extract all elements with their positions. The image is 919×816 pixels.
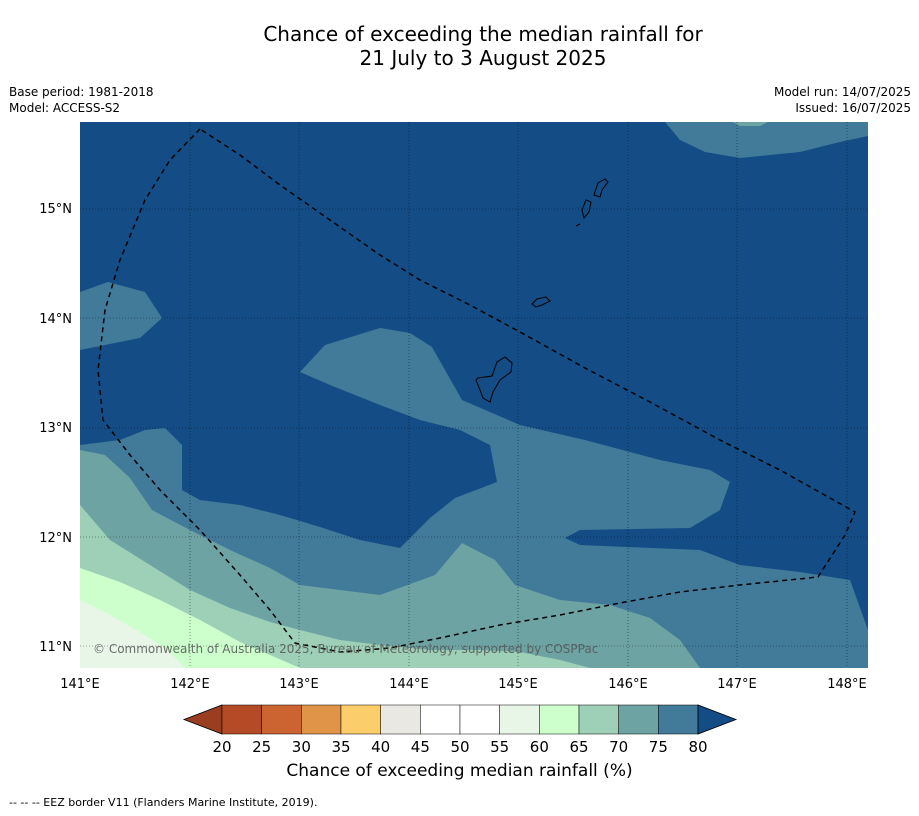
contour-55-60: [80, 600, 185, 668]
colorbar-segment: [340, 704, 381, 735]
colorbar-extend-low: [182, 704, 223, 735]
colorbar-segment: [578, 704, 619, 735]
lon-tick-label: 144°E: [389, 677, 429, 692]
colorbar-tick-label: 70: [609, 738, 628, 756]
colorbar-segment: [301, 704, 342, 735]
issued-text: Issued: 16/07/2025: [795, 101, 911, 115]
colorbar-tick-label: 25: [252, 738, 271, 756]
island-aguijan: [575, 223, 581, 227]
colorbar-tick-label: 45: [411, 738, 430, 756]
colorbar-segment: [380, 704, 421, 735]
lat-tick-label: 15°N: [39, 202, 72, 217]
colorbar-tick-label: 55: [490, 738, 509, 756]
colorbar-segment: [618, 704, 659, 735]
lon-tick-labels: 141°E 142°E 143°E 144°E 145°E 146°E 147°…: [60, 677, 867, 692]
base-period-text: Base period: 1981-2018: [9, 85, 154, 99]
lon-tick-label: 146°E: [608, 677, 648, 692]
island-tinian: [581, 199, 592, 220]
colorbar-label: Chance of exceeding median rainfall (%): [286, 761, 633, 781]
colorbar-segment: [539, 704, 580, 735]
colorbar-tick-label: 20: [212, 738, 231, 756]
footer-note: -- -- -- EEZ border V11 (Flanders Marine…: [9, 796, 318, 809]
meta-right: Model run: 14/07/2025 Issued: 16/07/2025: [774, 84, 911, 116]
contour-75-80-top: [665, 122, 868, 158]
colorbar-tick-label: 60: [530, 738, 549, 756]
model-run-text: Model run: 14/07/2025: [773, 85, 911, 99]
colorbar-segment: [499, 704, 540, 735]
colorbar-tick-label: 50: [450, 738, 469, 756]
eez-border: [97, 128, 856, 653]
colorbar-segment: [221, 704, 262, 735]
title-line-1: Chance of exceeding the median rainfall …: [263, 22, 703, 46]
chart-title: Chance of exceeding the median rainfall …: [0, 22, 919, 70]
lon-tick-label: 145°E: [498, 677, 538, 692]
colorbar-segment: [420, 704, 461, 735]
lat-tick-labels: 15°N 14°N 13°N 12°N 11°N: [39, 202, 72, 655]
contour-75-80-left: [80, 282, 162, 350]
model-text: Model: ACCESS-S2: [9, 101, 121, 115]
islands: [475, 178, 609, 403]
colorbar-tick-label: 30: [292, 738, 311, 756]
map-area: © Commonwealth of Australia 2025, Bureau…: [80, 122, 868, 668]
title-line-2: 21 July to 3 August 2025: [359, 46, 607, 70]
lon-tick-label: 142°E: [170, 677, 210, 692]
lon-tick-label: 148°E: [827, 677, 867, 692]
island-rota: [531, 296, 551, 308]
meta-left: Base period: 1981-2018 Model: ACCESS-S2: [9, 84, 154, 116]
map-credit: © Commonwealth of Australia 2025, Bureau…: [93, 642, 598, 656]
colorbar-segment: [459, 704, 500, 735]
lon-tick-label: 141°E: [60, 677, 100, 692]
lat-tick-label: 11°N: [39, 640, 72, 655]
lon-tick-label: 147°E: [717, 677, 757, 692]
colorbar: 20 25 30 35 40 45 50 55 60 65 70 75 80: [182, 704, 738, 756]
colorbar-tick-label: 40: [371, 738, 390, 756]
island-guam: [475, 356, 513, 403]
colorbar-tick-label: 80: [688, 738, 707, 756]
colorbar-tick-label: 65: [569, 738, 588, 756]
colorbar-tick-label: 35: [331, 738, 350, 756]
lat-tick-label: 14°N: [39, 312, 72, 327]
lat-tick-label: 13°N: [39, 421, 72, 436]
lon-tick-label: 143°E: [279, 677, 319, 692]
colorbar-segment: [658, 704, 699, 735]
lat-tick-label: 12°N: [39, 531, 72, 546]
island-saipan: [593, 178, 609, 198]
colorbar-extend-high: [697, 704, 738, 735]
map-grid: [80, 122, 868, 668]
colorbar-tick-label: 75: [649, 738, 668, 756]
colorbar-segment: [261, 704, 302, 735]
contour-small-top: [733, 122, 768, 126]
